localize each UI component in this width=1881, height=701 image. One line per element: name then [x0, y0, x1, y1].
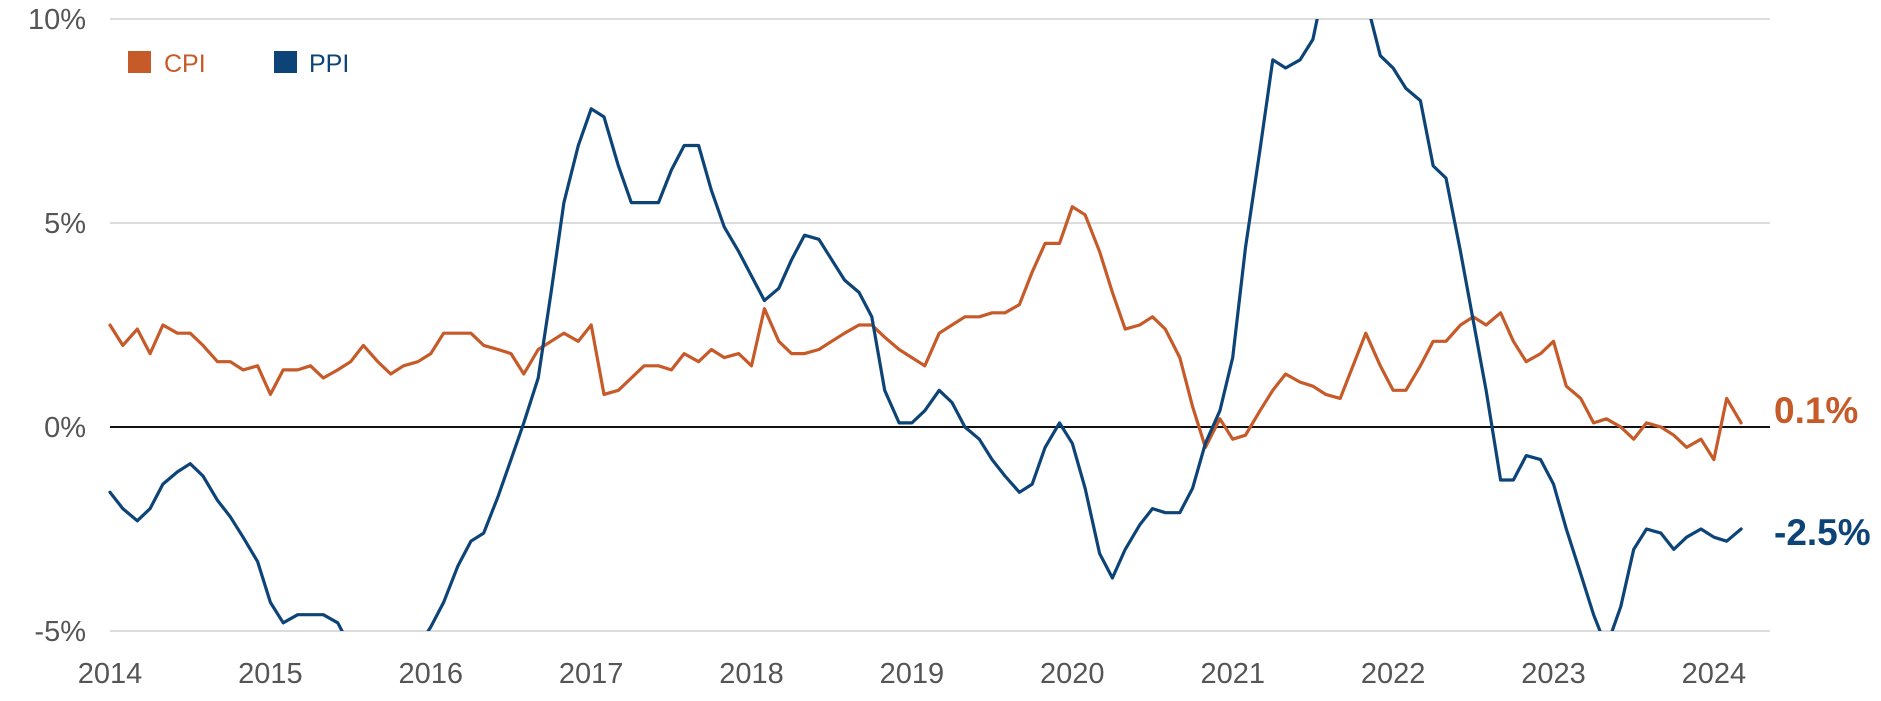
end-label-cpi: 0.1%: [1774, 390, 1858, 431]
x-tick-label-0: 2014: [78, 658, 143, 690]
grid-lines: [110, 18, 1770, 632]
x-tick-label-10: 2024: [1682, 658, 1747, 690]
x-tick-label-7: 2021: [1200, 658, 1265, 690]
legend-label-cpi: CPI: [164, 50, 206, 78]
x-axis-ticks: 2014 2015 2016 2017 2018 2019 2020 2021 2022 2023…: [78, 658, 1746, 690]
x-tick-label-5: 2019: [880, 658, 945, 690]
y-tick-label-3: -5%: [34, 616, 86, 648]
x-tick-label-1: 2015: [238, 658, 303, 690]
series-lines: [108, 19, 1743, 631]
end-label-ppi: -2.5%: [1774, 512, 1871, 553]
legend: CPI PPI: [128, 50, 349, 78]
x-tick-label-8: 2022: [1361, 658, 1426, 690]
x-tick-label-4: 2018: [719, 658, 784, 690]
y-axis-ticks: 10% 5% 0% -5%: [28, 4, 86, 648]
y-tick-label-1: 5%: [44, 208, 86, 240]
x-tick-label-9: 2023: [1521, 658, 1586, 690]
x-tick-label-3: 2017: [559, 658, 624, 690]
y-tick-label-2: 0%: [44, 412, 86, 444]
series-line-ppi: [108, 19, 1743, 631]
y-tick-label-0: 10%: [28, 4, 86, 36]
x-tick-label-2: 2016: [399, 658, 464, 690]
legend-swatch-cpi: [128, 51, 151, 73]
end-labels: 0.1% -2.5%: [1774, 390, 1871, 553]
series-line-cpi: [108, 205, 1743, 462]
x-tick-label-6: 2020: [1040, 658, 1105, 690]
legend-label-ppi: PPI: [309, 50, 349, 78]
legend-swatch-ppi: [274, 51, 297, 73]
